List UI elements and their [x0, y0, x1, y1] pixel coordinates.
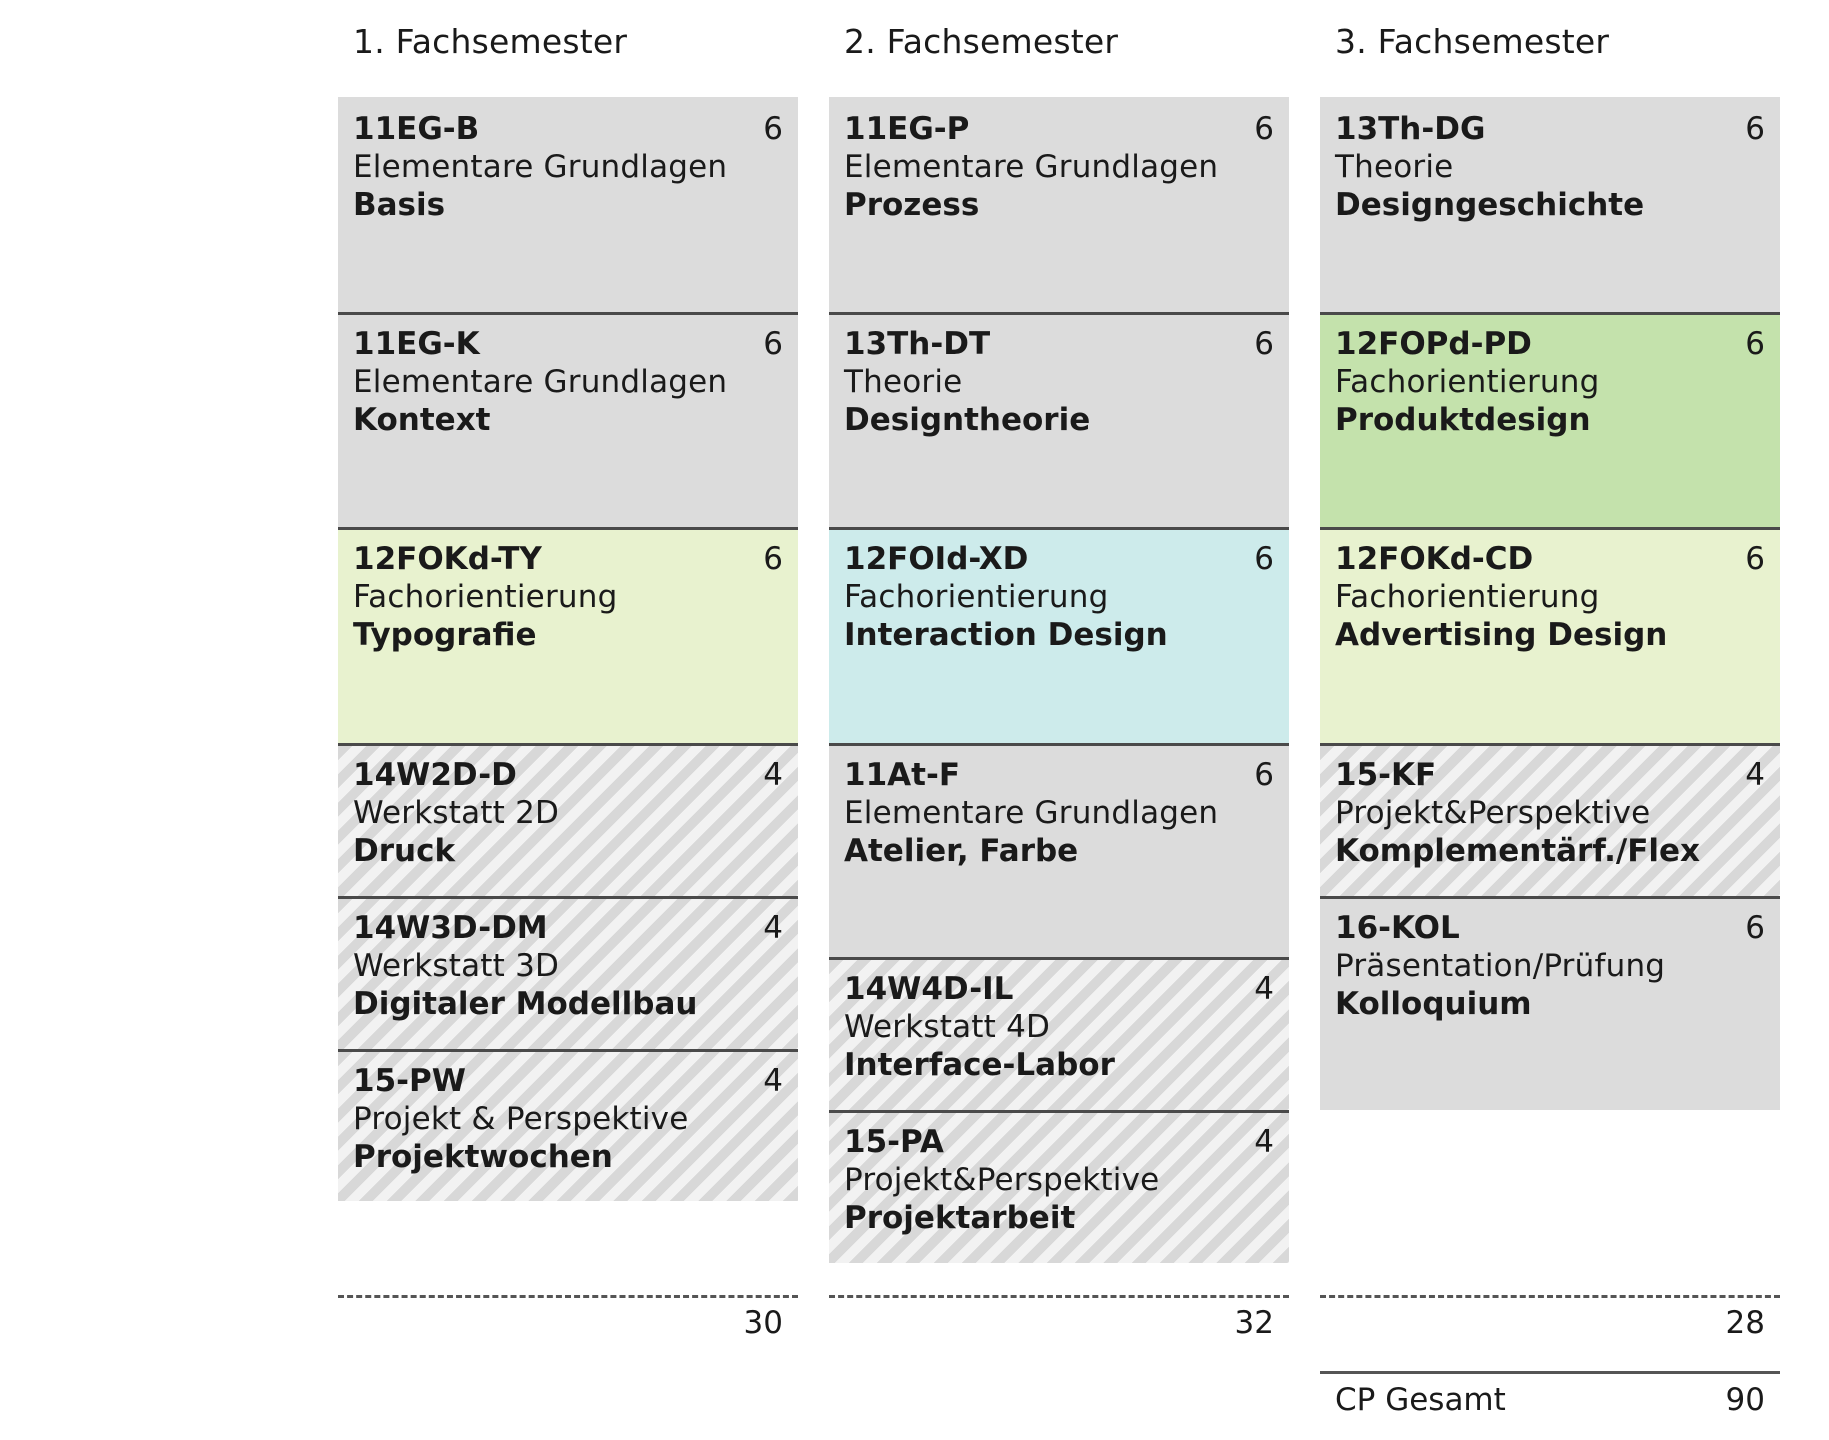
- module-14w2d-d: 14W2D-D 4 Werkstatt 2D Druck: [338, 743, 798, 896]
- sum-divider: [829, 1295, 1289, 1298]
- module-cp: 4: [1745, 757, 1765, 793]
- total-cp-label: CP Gesamt: [1335, 1382, 1506, 1418]
- module-name: Projektarbeit: [844, 1200, 1076, 1236]
- module-code: 14W2D-D: [353, 757, 517, 793]
- module-13th-dt: 13Th-DT 6 Theorie Designtheorie: [829, 312, 1289, 527]
- module-subtitle: Fachorientierung: [1335, 364, 1600, 400]
- module-code: 13Th-DT: [844, 326, 991, 362]
- module-15-pa: 15-PA 4 Projekt&Perspektive Projektarbei…: [829, 1110, 1289, 1263]
- module-code: 12FOKd-CD: [1335, 541, 1534, 577]
- module-code: 13Th-DG: [1335, 111, 1486, 147]
- module-cp: 4: [763, 757, 783, 793]
- module-cp: 6: [1254, 541, 1274, 577]
- semester-1-title: 1. Fachsemester: [353, 22, 628, 61]
- module-name: Prozess: [844, 187, 980, 223]
- module-cp: 6: [1745, 326, 1765, 362]
- module-subtitle: Werkstatt 2D: [353, 795, 560, 831]
- module-cp: 6: [1745, 111, 1765, 147]
- module-name: Projektwochen: [353, 1139, 613, 1175]
- module-name: Basis: [353, 187, 446, 223]
- module-code: 15-KF: [1335, 757, 1437, 793]
- module-code: 14W3D-DM: [353, 910, 548, 946]
- module-12fopd-pd: 12FOPd-PD 6 Fachorientierung Produktdesi…: [1320, 312, 1780, 527]
- module-code: 15-PW: [353, 1063, 466, 1099]
- module-subtitle: Projekt&Perspektive: [844, 1162, 1160, 1198]
- module-code: 12FOKd-TY: [353, 541, 542, 577]
- module-name: Atelier, Farbe: [844, 833, 1079, 869]
- module-cp: 6: [1745, 541, 1765, 577]
- module-12fokd-cd: 12FOKd-CD 6 Fachorientierung Advertising…: [1320, 527, 1780, 743]
- module-cp: 6: [1254, 111, 1274, 147]
- module-cp: 6: [1254, 757, 1274, 793]
- semester-2-cp-sum: 32: [1234, 1305, 1274, 1341]
- module-name: Druck: [353, 833, 456, 869]
- semester-3-cp-sum: 28: [1725, 1305, 1765, 1341]
- module-15-pw: 15-PW 4 Projekt & Perspektive Projektwoc…: [338, 1049, 798, 1201]
- module-cp: 4: [1254, 971, 1274, 1007]
- module-cp: 6: [763, 326, 783, 362]
- module-cp: 6: [1745, 910, 1765, 946]
- semester-2-title: 2. Fachsemester: [844, 22, 1119, 61]
- module-code: 12FOId-XD: [844, 541, 1029, 577]
- module-14w4d-il: 14W4D-IL 4 Werkstatt 4D Interface-Labor: [829, 957, 1289, 1110]
- module-code: 12FOPd-PD: [1335, 326, 1532, 362]
- module-name: Kontext: [353, 402, 491, 438]
- module-name: Interface-Labor: [844, 1047, 1115, 1083]
- module-cp: 6: [763, 111, 783, 147]
- module-name: Advertising Design: [1335, 617, 1668, 653]
- module-name: Produktdesign: [1335, 402, 1591, 438]
- module-subtitle: Theorie: [844, 364, 963, 400]
- module-subtitle: Fachorientierung: [1335, 579, 1600, 615]
- module-13th-dg: 13Th-DG 6 Theorie Designgeschichte: [1320, 97, 1780, 312]
- module-code: 11At-F: [844, 757, 960, 793]
- module-16-kol: 16-KOL 6 Präsentation/Prüfung Kolloquium: [1320, 896, 1780, 1110]
- module-11eg-b: 11EG-B 6 Elementare Grundlagen Basis: [338, 97, 798, 312]
- module-subtitle: Theorie: [1335, 149, 1454, 185]
- module-name: Kolloquium: [1335, 986, 1532, 1022]
- module-subtitle: Projekt & Perspektive: [353, 1101, 689, 1137]
- module-code: 11EG-K: [353, 326, 480, 362]
- module-cp: 4: [1254, 1124, 1274, 1160]
- module-cp: 6: [763, 541, 783, 577]
- module-12fokd-ty: 12FOKd-TY 6 Fachorientierung Typografie: [338, 527, 798, 743]
- total-divider: [1320, 1371, 1780, 1374]
- module-subtitle: Elementare Grundlagen: [353, 364, 728, 400]
- module-name: Designgeschichte: [1335, 187, 1645, 223]
- module-subtitle: Elementare Grundlagen: [844, 795, 1219, 831]
- module-name: Designtheorie: [844, 402, 1091, 438]
- module-11eg-k: 11EG-K 6 Elementare Grundlagen Kontext: [338, 312, 798, 527]
- module-name: Digitaler Modellbau: [353, 986, 698, 1022]
- module-code: 11EG-B: [353, 111, 480, 147]
- module-cp: 4: [763, 910, 783, 946]
- module-subtitle: Werkstatt 3D: [353, 948, 560, 984]
- module-subtitle: Präsentation/Prüfung: [1335, 948, 1666, 984]
- sum-divider: [338, 1295, 798, 1298]
- semester-1-cp-sum: 30: [743, 1305, 783, 1341]
- module-code: 16-KOL: [1335, 910, 1460, 946]
- module-name: Komplementärf./Flex: [1335, 833, 1701, 869]
- total-cp-value: 90: [1725, 1382, 1765, 1418]
- sum-divider: [1320, 1295, 1780, 1298]
- module-name: Typografie: [353, 617, 537, 653]
- module-12foid-xd: 12FOId-XD 6 Fachorientierung Interaction…: [829, 527, 1289, 743]
- semester-3-title: 3. Fachsemester: [1335, 22, 1610, 61]
- module-cp: 4: [763, 1063, 783, 1099]
- module-11at-f: 11At-F 6 Elementare Grundlagen Atelier, …: [829, 743, 1289, 957]
- module-code: 11EG-P: [844, 111, 970, 147]
- module-15-kf: 15-KF 4 Projekt&Perspektive Komplementär…: [1320, 743, 1780, 896]
- module-subtitle: Elementare Grundlagen: [353, 149, 728, 185]
- module-11eg-p: 11EG-P 6 Elementare Grundlagen Prozess: [829, 97, 1289, 312]
- module-subtitle: Elementare Grundlagen: [844, 149, 1219, 185]
- module-subtitle: Fachorientierung: [353, 579, 618, 615]
- module-name: Interaction Design: [844, 617, 1168, 653]
- module-subtitle: Fachorientierung: [844, 579, 1109, 615]
- module-subtitle: Projekt&Perspektive: [1335, 795, 1651, 831]
- module-cp: 6: [1254, 326, 1274, 362]
- module-subtitle: Werkstatt 4D: [844, 1009, 1051, 1045]
- module-code: 14W4D-IL: [844, 971, 1014, 1007]
- module-code: 15-PA: [844, 1124, 944, 1160]
- module-14w3d-dm: 14W3D-DM 4 Werkstatt 3D Digitaler Modell…: [338, 896, 798, 1049]
